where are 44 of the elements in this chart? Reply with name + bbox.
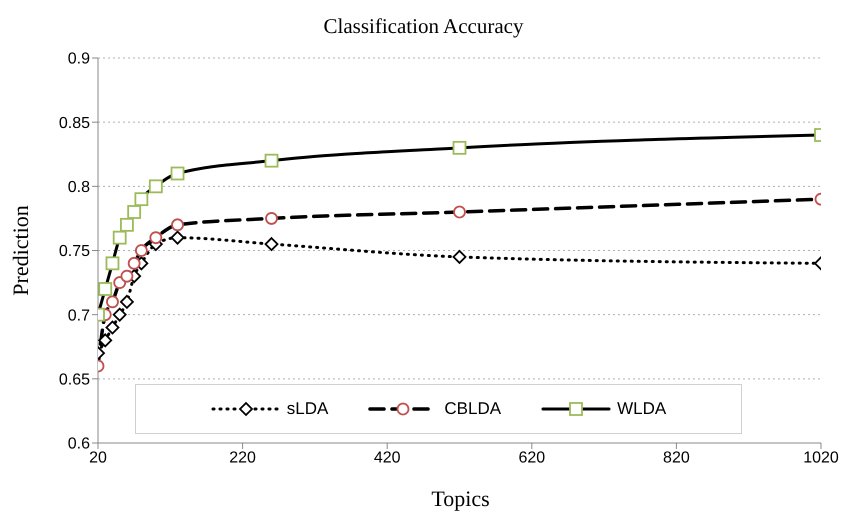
point (171, 218, 184, 232)
point (265, 212, 278, 225)
point (106, 295, 119, 308)
point (264, 154, 278, 168)
point (453, 206, 466, 218)
y-tick-label: 0.7 (68, 307, 90, 324)
x-tick-label: 620 (518, 449, 546, 466)
y-axis-title: Prediction (8, 205, 33, 296)
y-tick-label: 0.75 (58, 243, 90, 260)
point (112, 230, 127, 245)
chart-title: Classification Accuracy (322, 14, 524, 39)
point (134, 244, 148, 257)
point (264, 237, 278, 251)
y-tick-label: 0.65 (58, 372, 90, 389)
x-tick-label: 420 (374, 449, 401, 466)
point (134, 192, 148, 206)
y-tick-label: 0.85 (58, 114, 90, 132)
y-tick-label: 0.9 (68, 50, 90, 68)
point (128, 256, 141, 270)
point (170, 166, 184, 180)
point (98, 333, 112, 348)
x-tick-label: 1020 (803, 449, 839, 466)
legend-label: CBLDA (444, 399, 502, 419)
point (149, 231, 162, 244)
point (120, 294, 134, 309)
x-tick-label: 20 (89, 449, 107, 466)
point (120, 218, 134, 232)
point (120, 270, 134, 283)
point (98, 282, 112, 296)
point (148, 179, 163, 194)
point (452, 140, 466, 155)
point (112, 308, 127, 322)
point (106, 320, 120, 334)
point (170, 230, 184, 245)
x-tick-label: 820 (663, 449, 690, 466)
x-axis-title: Topics (430, 486, 491, 512)
point (452, 250, 466, 264)
legend-label: sLDA (286, 399, 328, 419)
x-tick-label: 220 (229, 449, 256, 466)
point (106, 256, 120, 270)
y-tick-label: 0.6 (68, 436, 90, 453)
legend-label: WLDA (617, 399, 666, 419)
point (127, 205, 142, 219)
y-tick-label: 0.8 (68, 179, 90, 196)
